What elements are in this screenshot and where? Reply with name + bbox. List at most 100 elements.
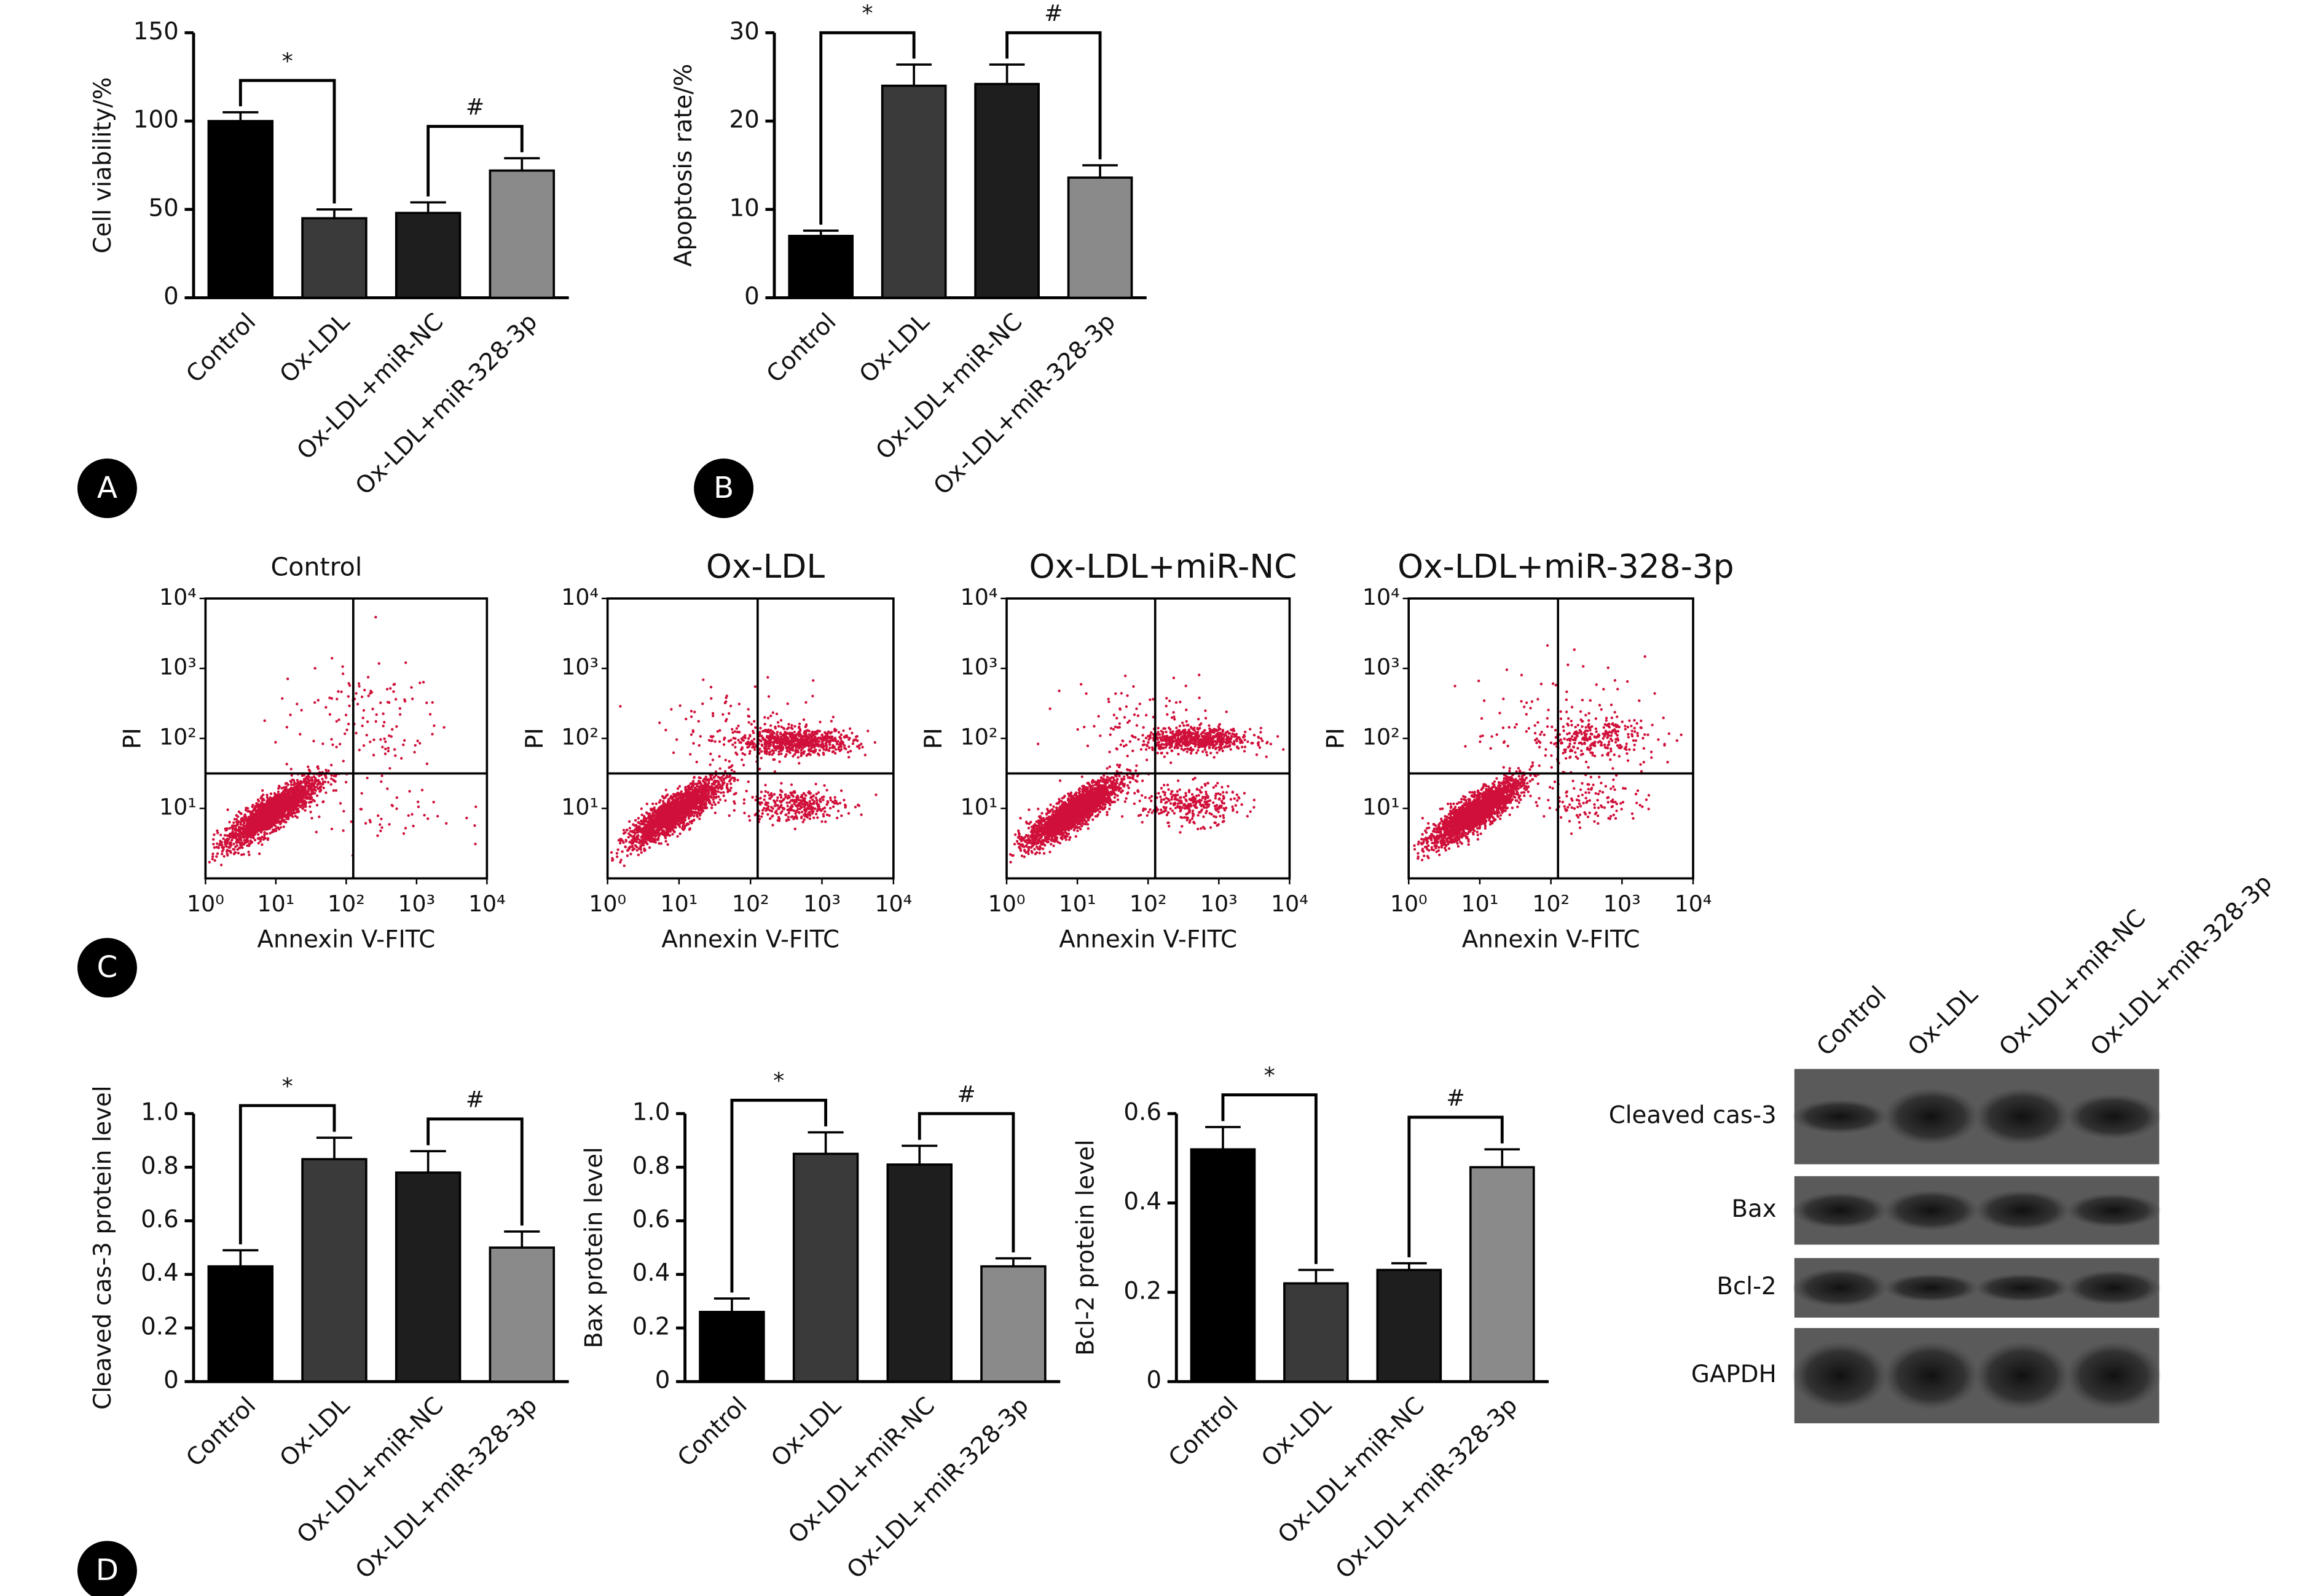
event-dot bbox=[234, 845, 237, 849]
event-dot bbox=[226, 834, 229, 837]
x-tick-label: Ox-LDL+miR-328-3p bbox=[929, 308, 1121, 500]
event-dot bbox=[272, 810, 275, 813]
event-dot bbox=[729, 786, 733, 790]
event-dot bbox=[316, 783, 320, 787]
event-dot bbox=[383, 720, 386, 724]
event-dot bbox=[324, 768, 328, 772]
event-dot bbox=[246, 817, 249, 821]
event-dot bbox=[355, 731, 358, 735]
event-dot bbox=[337, 690, 340, 693]
event-dot bbox=[627, 836, 630, 839]
event-dot bbox=[690, 814, 693, 817]
event-dot bbox=[817, 753, 820, 757]
event-dot bbox=[640, 813, 643, 817]
event-dot bbox=[278, 784, 281, 788]
event-dot bbox=[642, 819, 645, 822]
event-dot bbox=[252, 836, 255, 839]
event-dot bbox=[358, 685, 361, 688]
event-dot bbox=[341, 672, 345, 675]
event-dot bbox=[638, 825, 641, 828]
event-dot bbox=[698, 817, 701, 820]
event-dot bbox=[703, 782, 707, 785]
event-dot bbox=[798, 761, 801, 765]
event-dot bbox=[261, 789, 264, 792]
event-dot bbox=[431, 733, 434, 736]
event-dot bbox=[665, 810, 668, 814]
event-dot bbox=[297, 794, 301, 798]
event-dot bbox=[683, 793, 687, 796]
event-dot bbox=[295, 788, 299, 791]
bar bbox=[881, 84, 947, 299]
event-dot bbox=[702, 795, 706, 799]
event-dot bbox=[713, 776, 716, 779]
event-dot bbox=[413, 750, 416, 754]
event-dot bbox=[306, 776, 309, 779]
event-dot bbox=[289, 801, 292, 804]
event-dot bbox=[263, 719, 266, 722]
event-dot bbox=[680, 827, 684, 830]
event-dot bbox=[730, 769, 733, 772]
event-dot bbox=[315, 804, 319, 807]
event-dot bbox=[666, 843, 669, 846]
event-dot bbox=[642, 827, 645, 830]
event-dot bbox=[848, 727, 852, 730]
event-dot bbox=[228, 827, 231, 830]
event-dot bbox=[367, 694, 370, 698]
event-dot bbox=[419, 742, 422, 745]
event-dot bbox=[280, 809, 283, 812]
event-dot bbox=[285, 726, 289, 729]
event-dot bbox=[357, 682, 361, 685]
event-dot bbox=[307, 788, 311, 791]
event-dot bbox=[219, 863, 223, 867]
event-dot bbox=[667, 800, 670, 803]
event-dot bbox=[289, 795, 293, 798]
event-dot bbox=[321, 780, 325, 784]
event-dot bbox=[619, 859, 623, 862]
event-dot bbox=[691, 790, 694, 793]
event-dot bbox=[637, 835, 640, 838]
event-dot bbox=[257, 816, 261, 819]
event-dot bbox=[315, 830, 318, 834]
event-dot bbox=[344, 780, 348, 784]
event-dot bbox=[410, 686, 413, 689]
event-dot bbox=[861, 745, 864, 749]
event-dot bbox=[689, 794, 693, 797]
event-dot bbox=[296, 800, 299, 804]
event-dot bbox=[362, 744, 366, 747]
event-dot bbox=[834, 748, 838, 751]
event-dot bbox=[717, 782, 720, 785]
event-dot bbox=[224, 843, 227, 846]
event-dot bbox=[302, 800, 305, 803]
event-dot bbox=[222, 837, 225, 840]
event-dot bbox=[221, 846, 224, 849]
y-tick-label: 0 bbox=[744, 283, 760, 310]
event-dot bbox=[283, 820, 286, 824]
event-dot bbox=[645, 802, 648, 806]
event-dot bbox=[731, 743, 734, 747]
event-dot bbox=[665, 794, 668, 798]
event-dot bbox=[753, 742, 756, 745]
event-dot bbox=[720, 776, 723, 779]
event-dot bbox=[816, 737, 819, 741]
significance-bracket bbox=[238, 79, 336, 204]
event-dot bbox=[830, 731, 833, 734]
event-dot bbox=[708, 795, 711, 798]
event-dot bbox=[658, 801, 661, 804]
y-tick-label: 10¹ bbox=[159, 793, 197, 820]
event-dot bbox=[259, 828, 263, 831]
event-dot bbox=[402, 743, 405, 747]
event-dot bbox=[324, 776, 328, 779]
event-dot bbox=[216, 829, 219, 833]
event-dot bbox=[379, 701, 382, 704]
event-dot bbox=[664, 788, 667, 792]
event-dot bbox=[307, 780, 310, 783]
event-dot bbox=[327, 780, 330, 784]
event-dot bbox=[654, 841, 657, 844]
event-dot bbox=[226, 837, 229, 841]
event-dot bbox=[791, 727, 794, 730]
event-dot bbox=[318, 790, 321, 793]
significance-label: # bbox=[466, 94, 484, 120]
panel-letter: C bbox=[97, 950, 118, 985]
event-dot bbox=[269, 831, 272, 835]
significance-label: * bbox=[282, 48, 293, 74]
